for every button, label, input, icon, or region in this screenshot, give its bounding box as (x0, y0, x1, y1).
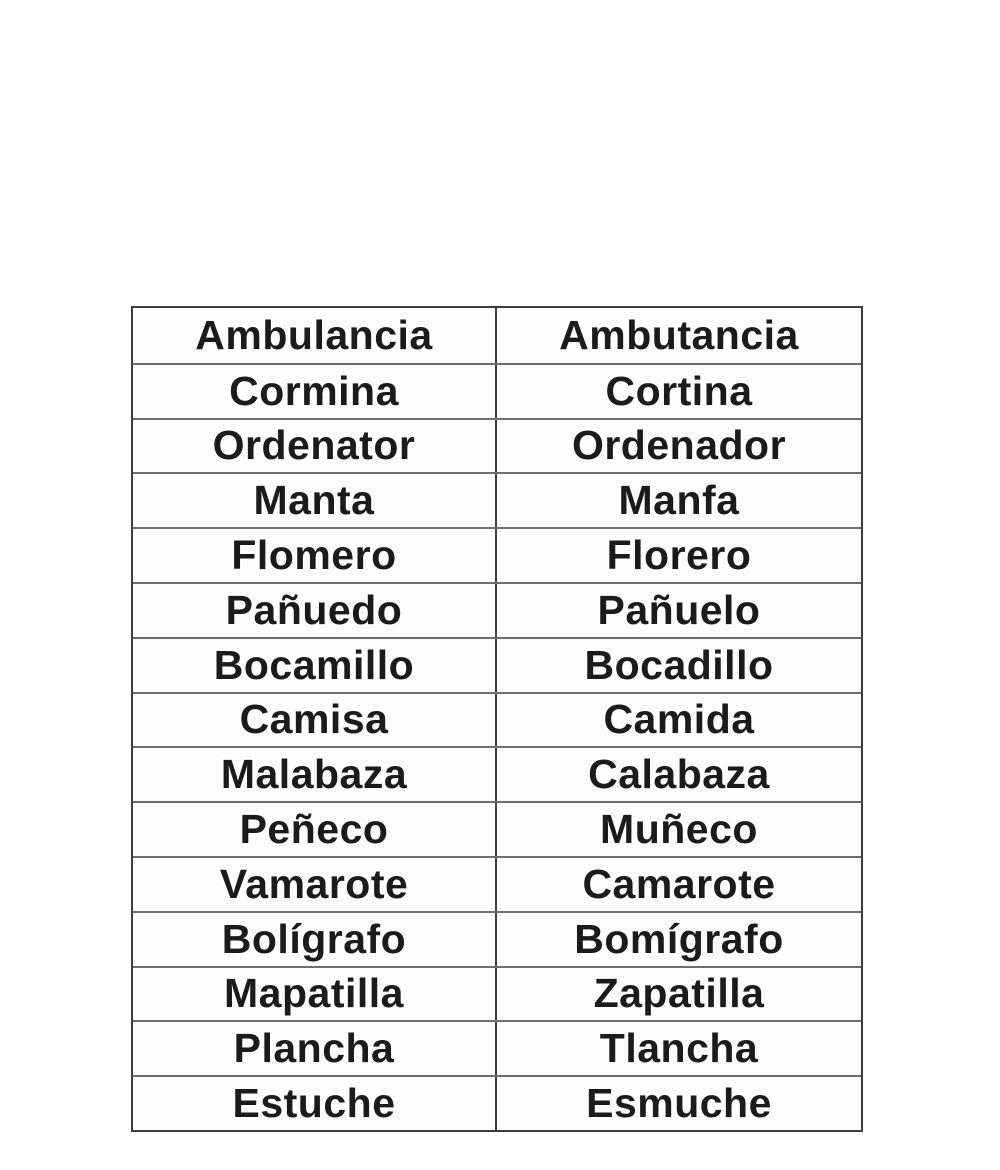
table-row: Peñeco Muñeco (133, 801, 861, 856)
word-cell-right: Manfa (618, 477, 740, 524)
word-cell-left: Estuche (133, 1077, 497, 1130)
word-cell-right: Tlancha (599, 1025, 759, 1072)
table-row: Cormina Cortina (133, 362, 861, 418)
word-cell-right: Esmuche (586, 1080, 772, 1127)
word-cell-right: Muñeco (600, 806, 758, 853)
word-cell-right: Florero (606, 532, 752, 579)
table-row: Malabaza Calabaza (133, 746, 861, 802)
word-cell-right: Ambutancia (559, 311, 799, 358)
word-comparison-table: Ambulancia Ambutancia Cormina Cortina Ordena… (131, 306, 863, 1132)
table-row: Flomero Florero (133, 527, 861, 582)
word-cell-right: Pañuelo (597, 586, 761, 633)
word-cell-left: Flomero (133, 529, 497, 582)
table-row: Pañuedo Pañuelo (133, 581, 861, 637)
word-cell-right: Bomígrafo (574, 915, 784, 962)
word-cell-left: Plancha (133, 1022, 497, 1076)
table-row: Vamarote Camarote (133, 855, 861, 911)
word-cell-right: Camarote (582, 860, 776, 907)
word-cell-left: Malabaza (133, 748, 497, 802)
table-row: Ambulancia Ambutancia (133, 308, 861, 363)
word-cell-right: Calabaza (588, 751, 770, 798)
table-row: Plancha Tlancha (133, 1020, 861, 1076)
word-cell-right: Bocadillo (584, 641, 774, 688)
table-row: Bocamillo Bocadillo (133, 636, 861, 692)
table-row: Bolígrafo Bomígrafo (133, 910, 861, 966)
word-cell-left: Ambulancia (133, 308, 497, 363)
word-cell-left: Vamarote (133, 857, 497, 911)
word-cell-left: Peñeco (133, 803, 497, 856)
word-cell-left: Pañuedo (133, 583, 497, 637)
word-cell-left: Ordenator (133, 419, 497, 473)
word-cell-left: Bolígrafo (133, 912, 497, 966)
word-cell-left: Manta (133, 474, 497, 528)
word-cell-right: Camida (603, 696, 755, 743)
table-row: Camisa Camida (133, 691, 861, 747)
word-cell-right: Ordenador (571, 422, 787, 469)
word-cell-left: Cormina (133, 364, 497, 418)
word-cell-left: Mapatilla (133, 967, 497, 1021)
table-row: Ordenator Ordenador (133, 417, 861, 473)
table-row: Estuche Esmuche (133, 1075, 861, 1130)
table-row: Mapatilla Zapatilla (133, 965, 861, 1021)
word-cell-right: Zapatilla (593, 970, 765, 1017)
word-cell-right: Cortina (605, 367, 753, 414)
word-cell-left: Camisa (133, 693, 497, 747)
word-cell-left: Bocamillo (133, 638, 497, 692)
table-row: Manta Manfa (133, 472, 861, 528)
